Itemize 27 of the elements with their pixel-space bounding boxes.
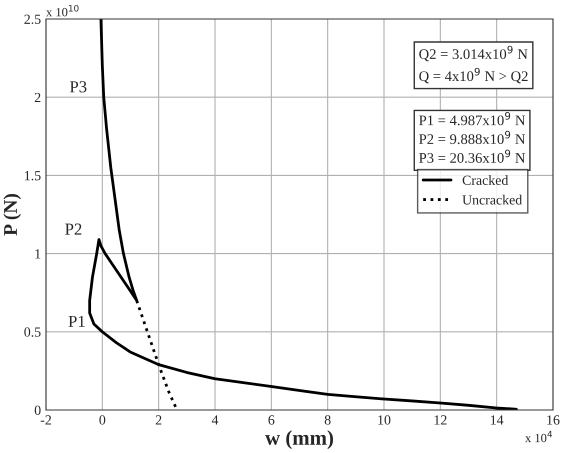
y-axis-title: P (N) (3, 194, 21, 236)
y-tick-label: 2.5 (24, 14, 41, 24)
y-tick-label: 2 (34, 92, 40, 102)
annotation: P2 (65, 224, 82, 235)
x-tick-label: 2 (156, 415, 162, 424)
x-tick-label: 14 (490, 415, 504, 424)
annotation: P3 (70, 81, 86, 92)
x-tick-label: 6 (268, 415, 274, 425)
x-axis-title: w (mm) (265, 430, 334, 450)
legend-label: Uncracked (462, 194, 522, 205)
y-tick-label: 0.5 (24, 327, 41, 337)
x-tick-label: 0 (99, 415, 106, 425)
x-tick-label: 16 (547, 415, 560, 425)
text: x 10$^{10}$ (46, 4, 79, 16)
text: P1 = 4.987x10$^{9}$ N P2 = 9.888x10$^{9}$ N P3 = 20.36x10$^{9}$ N (419, 112, 526, 163)
x-tick-label: 10 (378, 415, 390, 425)
x-tick-label: 8 (324, 415, 331, 425)
text: x 10$^{4}$ (525, 430, 552, 442)
legend-label: Cracked (462, 175, 508, 185)
text: Q2 = 3.014x10$^{9}$ N Q = 4x10$^{9}$ N > Q2 (419, 46, 528, 84)
x-tick-label: 12 (434, 415, 447, 424)
x-tick-label: -2 (40, 415, 52, 424)
y-tick-label: 1 (35, 249, 40, 258)
y-tick-label: 0 (34, 406, 41, 415)
y-tick-label: 1.5 (25, 171, 41, 180)
annotation: P1 (68, 316, 85, 327)
x-tick-label: 4 (212, 415, 218, 424)
